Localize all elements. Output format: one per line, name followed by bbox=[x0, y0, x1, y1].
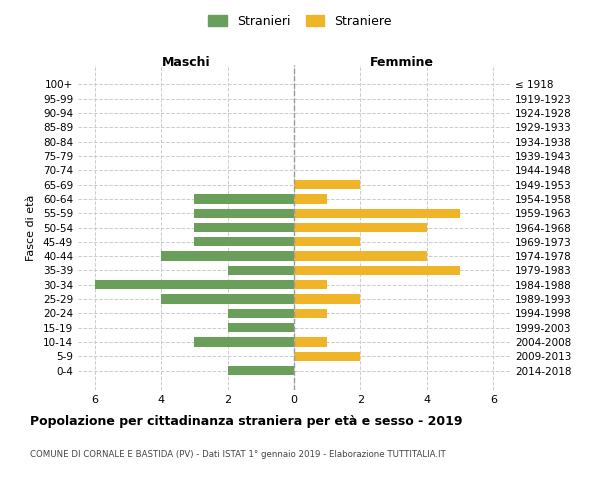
Bar bbox=[294, 266, 460, 275]
Bar bbox=[294, 280, 327, 289]
Bar bbox=[227, 366, 294, 375]
Text: COMUNE DI CORNALE E BASTIDA (PV) - Dati ISTAT 1° gennaio 2019 - Elaborazione TUT: COMUNE DI CORNALE E BASTIDA (PV) - Dati … bbox=[30, 450, 446, 459]
Bar bbox=[227, 266, 294, 275]
Bar bbox=[194, 208, 294, 218]
Bar bbox=[294, 237, 361, 246]
Bar bbox=[294, 294, 361, 304]
Bar bbox=[294, 338, 327, 346]
Y-axis label: Fasce di età: Fasce di età bbox=[26, 194, 36, 260]
Bar bbox=[294, 252, 427, 261]
Text: Maschi: Maschi bbox=[161, 56, 211, 68]
Bar bbox=[194, 338, 294, 346]
Text: Femmine: Femmine bbox=[370, 56, 434, 68]
Bar bbox=[161, 252, 294, 261]
Bar bbox=[294, 180, 361, 189]
Bar bbox=[95, 280, 294, 289]
Text: Popolazione per cittadinanza straniera per età e sesso - 2019: Popolazione per cittadinanza straniera p… bbox=[30, 415, 463, 428]
Legend: Stranieri, Straniere: Stranieri, Straniere bbox=[205, 11, 395, 32]
Bar bbox=[194, 223, 294, 232]
Bar bbox=[294, 352, 361, 361]
Bar bbox=[227, 308, 294, 318]
Bar bbox=[194, 237, 294, 246]
Bar bbox=[294, 223, 427, 232]
Bar bbox=[227, 323, 294, 332]
Bar bbox=[161, 294, 294, 304]
Bar bbox=[294, 208, 460, 218]
Bar bbox=[294, 308, 327, 318]
Bar bbox=[194, 194, 294, 203]
Bar bbox=[294, 194, 327, 203]
